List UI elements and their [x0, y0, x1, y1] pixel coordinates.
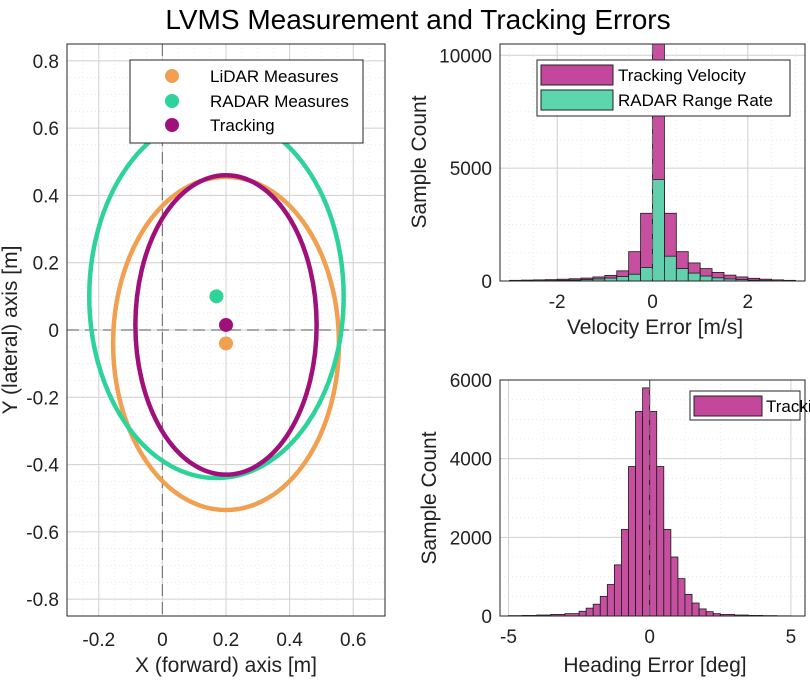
scatter-axes-box — [66, 43, 386, 617]
legend-label-lidar: LiDAR Measures — [210, 67, 339, 86]
scatter-y-axis-label: Y (lateral) axis [m] — [0, 246, 22, 415]
scatter-grid — [67, 43, 386, 616]
scatter-x-axis-label: X (forward) axis [m] — [135, 654, 317, 677]
heading-bar-track_hist — [621, 529, 629, 617]
heading-x-axis-label: Heading Error [deg] — [563, 654, 746, 677]
heading-bar-track_hist — [628, 466, 636, 617]
legend-marker-radar — [165, 94, 179, 108]
legend-label-tracking-velocity: Tracking Velocity — [618, 66, 746, 85]
heading-bar-track_hist — [698, 608, 707, 617]
velocity-axes-box — [499, 43, 806, 282]
heading-bar-track_hist — [599, 595, 608, 617]
heading-bar-track_hist — [670, 556, 679, 617]
heading-bar-track_hist — [705, 611, 714, 617]
heading-x-tick-label: -5 — [500, 627, 517, 648]
velocity-bar-radar_hist — [640, 267, 653, 282]
heading-bar-track_hist — [663, 529, 672, 617]
velocity-bar-radar_hist — [699, 275, 713, 282]
velocity-x-tick-label: 0 — [647, 292, 658, 313]
heading-axes-box — [499, 379, 806, 617]
legend-marker-lidar — [165, 69, 179, 83]
velocity-y-tick-label: 10000 — [439, 46, 492, 67]
heading-y-tick-label: 2000 — [450, 528, 492, 549]
scatter-x-tick-label: 0 — [157, 630, 168, 651]
heading-bar-track_hist — [677, 578, 686, 617]
heading-bar-track_hist — [613, 564, 622, 617]
heading-bar-track_hist — [684, 593, 693, 617]
velocity-y-axis-label: Sample Count — [408, 95, 431, 228]
velocity-tick-labels: -2 0 2 0 5000 10000 — [439, 46, 753, 313]
heading-x-tick-label: 5 — [786, 627, 797, 648]
velocity-histogram-panel: -2 0 2 0 5000 10000 Velocity Error [m/s] Samp… — [408, 43, 806, 339]
velocity-legend: Tracking Velocity RADAR Range Rate — [536, 59, 791, 117]
heading-legend: Tracking — [689, 390, 810, 421]
velocity-bar-radar_hist — [616, 276, 630, 282]
scatter-y-tick-label: 0.4 — [33, 186, 60, 207]
velocity-bar-radar_hist — [628, 273, 641, 282]
heading-bar-track_hist — [606, 584, 615, 617]
scatter-y-tick-label: -0.2 — [26, 388, 59, 409]
scatter-panel: -0.2 0 0.2 0.4 0.6 -0.8 -0.6 -0.4 -0.2 0 0.2 0.4 0.6… — [0, 43, 386, 677]
heading-y-axis-label: Sample Count — [418, 431, 441, 564]
legend-swatch-radar-range-rate — [540, 89, 614, 111]
scatter-y-tick-label: 0 — [48, 321, 59, 342]
legend-label-radar: RADAR Measures — [210, 92, 349, 111]
mean-point-tracking — [219, 317, 233, 332]
heading-y-tick-label: 0 — [481, 607, 492, 628]
scatter-y-tick-label: 0.6 — [33, 119, 59, 140]
legend-label-radar-range-rate: RADAR Range Rate — [618, 91, 773, 110]
velocity-bar-radar_hist — [652, 179, 665, 282]
heading-bar-track_hist — [691, 602, 700, 617]
velocity-bar-radar_hist — [687, 272, 701, 282]
legend-marker-tracking — [165, 118, 179, 132]
figure-title: LVMS Measurement and Tracking Errors — [165, 4, 670, 35]
velocity-y-tick-label: 5000 — [450, 159, 492, 180]
heading-bar-track_hist — [649, 411, 658, 617]
heading-x-tick-label: 0 — [644, 627, 655, 648]
scatter-x-tick-label: -0.2 — [82, 630, 115, 651]
scatter-y-tick-label: -0.8 — [26, 590, 59, 611]
scatter-x-tick-label: 0.2 — [213, 630, 239, 651]
heading-bar-track_hist — [578, 610, 587, 617]
velocity-x-tick-label: -2 — [549, 292, 566, 313]
scatter-y-tick-label: -0.6 — [26, 523, 59, 544]
heading-y-tick-label: 4000 — [450, 450, 492, 471]
scatter-x-tick-label: 0.6 — [340, 630, 366, 651]
scatter-tick-labels: -0.2 0 0.2 0.4 0.6 -0.8 -0.6 -0.4 -0.2 0 0.2 0.4 0.6… — [26, 52, 366, 651]
scatter-y-tick-label: 0.8 — [33, 52, 59, 73]
velocity-bar-radar_hist — [675, 268, 689, 282]
ellipse-tracking — [133, 172, 319, 477]
heading-bar-track_hist — [642, 387, 651, 617]
mean-point-radar — [209, 289, 224, 304]
legend-swatch-tracking-velocity — [540, 64, 614, 86]
legend-label-tracking-heading: Tracking — [766, 397, 810, 416]
heading-histogram-panel: -5 0 5 0 2000 4000 6000 Heading Error [deg] Sa… — [418, 371, 810, 677]
mean-point-lidar — [219, 336, 233, 351]
velocity-x-axis-label: Velocity Error [m/s] — [567, 316, 743, 339]
heading-y-tick-label: 6000 — [450, 371, 492, 392]
heading-bar-track_hist — [585, 607, 594, 617]
heading-bar-track_hist — [656, 466, 665, 617]
velocity-bar-radar_hist — [664, 255, 677, 282]
heading-bar-track_hist — [635, 411, 644, 617]
scatter-y-tick-label: -0.4 — [26, 456, 59, 477]
velocity-x-tick-label: 2 — [743, 292, 754, 313]
legend-swatch-tracking — [693, 395, 763, 417]
velocity-y-tick-label: 0 — [481, 272, 492, 293]
scatter-legend: LiDAR Measures RADAR Measures Tracking — [129, 59, 364, 144]
scatter-y-tick-label: 0.2 — [33, 254, 59, 275]
heading-bars — [508, 380, 792, 617]
legend-label-tracking: Tracking — [210, 116, 275, 135]
scatter-x-tick-label: 0.4 — [276, 630, 303, 651]
heading-bar-track_hist — [592, 603, 601, 617]
heading-tick-labels: -5 0 5 0 2000 4000 6000 — [450, 371, 796, 648]
